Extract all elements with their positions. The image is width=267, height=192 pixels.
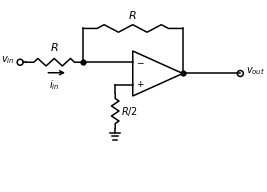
Text: $R$: $R$ xyxy=(50,41,58,53)
Text: $-$: $-$ xyxy=(136,57,145,66)
Text: $v_{out}$: $v_{out}$ xyxy=(246,66,265,77)
Text: $+$: $+$ xyxy=(136,79,144,89)
Text: $R/2$: $R/2$ xyxy=(121,104,138,118)
Text: $i_{in}$: $i_{in}$ xyxy=(49,78,59,92)
Text: $R$: $R$ xyxy=(128,9,137,22)
Text: $v_{in}$: $v_{in}$ xyxy=(1,54,15,66)
